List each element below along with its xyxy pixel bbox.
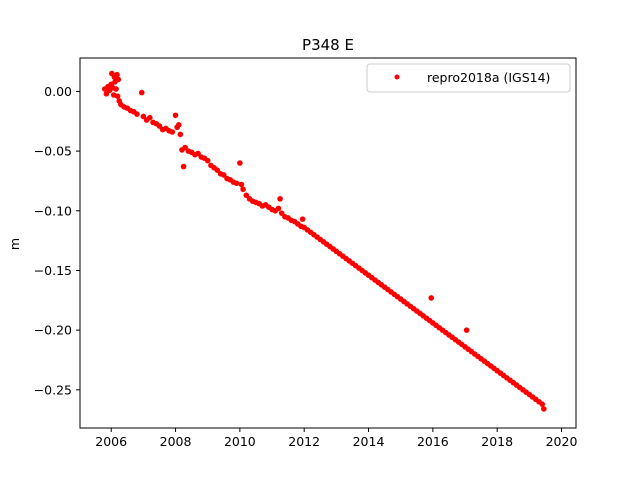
y-tick-label: −0.25 [34, 382, 72, 397]
data-point [156, 123, 163, 129]
data-point [220, 172, 227, 178]
legend-marker [394, 74, 400, 80]
data-point [275, 205, 282, 212]
data-point [114, 71, 120, 78]
data-point [172, 112, 179, 119]
y-tick-label: −0.20 [34, 323, 72, 338]
data-point [103, 91, 110, 97]
data-point [237, 160, 243, 166]
x-tick-label: 2020 [546, 434, 578, 449]
y-tick-label: −0.05 [34, 144, 72, 159]
data-point [182, 144, 188, 151]
data-point [169, 129, 176, 135]
data-point [114, 93, 121, 99]
data-point [214, 167, 221, 173]
data-point [541, 406, 547, 412]
data-point [195, 150, 201, 157]
data-point [140, 113, 147, 120]
x-axis: 2006 2008 2010 2012 2014 2016 2018 2020 [95, 428, 577, 449]
legend: repro2018a (IGS14) [366, 63, 571, 93]
data-point [134, 111, 140, 117]
plot-frame [79, 57, 577, 429]
y-tick-label: −0.10 [34, 203, 72, 218]
data-point [180, 163, 187, 170]
data-point [463, 327, 470, 333]
data-point [233, 180, 240, 187]
legend-label: repro2018a (IGS14) [427, 70, 550, 85]
x-tick-label: 2016 [417, 434, 449, 449]
data-point [147, 114, 153, 121]
x-tick-label: 2018 [481, 434, 513, 449]
data-point [204, 157, 211, 164]
data-point [238, 181, 245, 188]
y-tick-label: 0.00 [44, 84, 72, 99]
data-points [101, 70, 547, 412]
x-tick-label: 2014 [353, 434, 385, 449]
y-axis-label: m [7, 238, 22, 250]
data-point [240, 186, 246, 193]
chart-title: P348 E [302, 36, 354, 54]
data-point [115, 76, 122, 83]
y-axis: 0.00 −0.05 −0.10 −0.15 −0.20 −0.25 [34, 84, 80, 397]
data-point [299, 216, 306, 222]
data-point [539, 401, 546, 407]
data-point [428, 295, 435, 301]
data-point [277, 196, 283, 202]
data-point [175, 122, 182, 128]
data-point [278, 210, 285, 216]
y-tick-label: −0.15 [34, 263, 72, 278]
legend-box [366, 63, 571, 93]
data-point [113, 86, 119, 92]
data-point [243, 192, 250, 199]
x-tick-label: 2008 [160, 434, 192, 449]
x-tick-label: 2010 [224, 434, 256, 449]
x-tick-label: 2012 [288, 434, 320, 449]
x-tick-label: 2006 [95, 434, 127, 449]
data-point [177, 131, 184, 138]
data-point [138, 89, 145, 96]
